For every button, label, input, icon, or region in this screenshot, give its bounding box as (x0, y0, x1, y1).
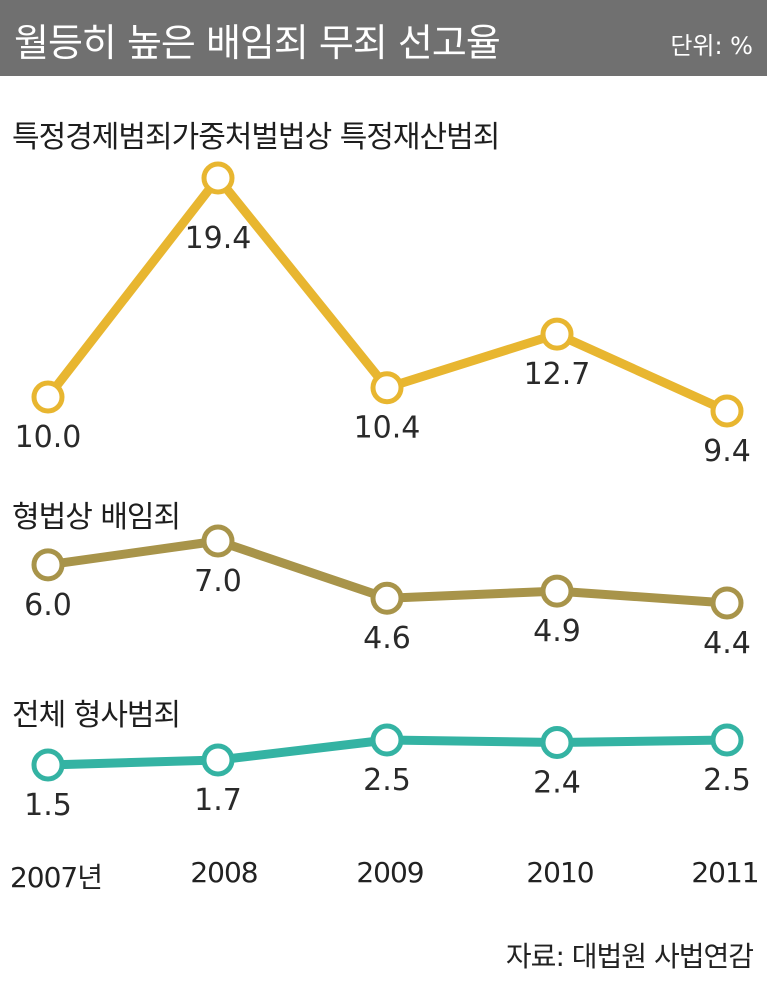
series-title-special-property-crimes: 특정경제범죄가중처벌법상 특정재산범죄 (12, 120, 500, 155)
data-label-all-1: 1.7 (194, 783, 242, 818)
data-point-breach-0 (31, 548, 65, 582)
data-point-all-2 (370, 723, 404, 757)
data-label-special-0: 10.0 (15, 420, 82, 455)
data-point-breach-1 (201, 524, 235, 558)
data-label-all-0: 1.5 (24, 788, 72, 823)
data-label-special-4: 9.4 (703, 434, 751, 469)
chart-title: 월등히 높은 배임죄 무죄 선고율 (14, 21, 501, 65)
unit-label: 단위: % (670, 32, 753, 60)
data-label-breach-4: 4.4 (703, 626, 751, 661)
data-label-breach-2: 4.6 (363, 621, 411, 656)
data-label-breach-3: 4.9 (533, 614, 581, 649)
series-title-breach-of-trust: 형법상 배임죄 (12, 500, 181, 535)
data-label-all-3: 2.4 (533, 766, 581, 801)
data-point-all-3 (540, 726, 574, 759)
data-label-all-2: 2.5 (363, 763, 411, 798)
series-title-all-criminal: 전체 형사범죄 (12, 698, 181, 733)
data-label-special-1: 19.4 (185, 221, 252, 256)
data-label-breach-0: 6.0 (24, 588, 72, 623)
source-note: 자료: 대법원 사법연감 (505, 940, 754, 973)
data-point-breach-4 (710, 586, 744, 620)
data-point-breach-3 (540, 574, 574, 608)
data-label-special-2: 10.4 (354, 411, 421, 446)
data-point-special-0 (31, 380, 65, 414)
data-point-special-2 (370, 371, 404, 405)
data-label-all-4: 2.5 (703, 763, 751, 798)
x-tick-label-2011: 2011 (691, 856, 759, 889)
chart-header: 월등히 높은 배임죄 무죄 선고율 단위: % (0, 0, 767, 76)
x-tick-label-2009: 2009 (356, 856, 424, 889)
x-tick-label-2008: 2008 (190, 856, 258, 889)
data-point-all-1 (201, 743, 235, 777)
data-point-special-3 (540, 317, 574, 351)
x-tick-label-2007: 2007년 (9, 861, 103, 894)
x-tick-label-2010: 2010 (526, 856, 594, 889)
data-point-all-4 (710, 723, 744, 757)
data-point-special-1 (201, 161, 235, 195)
data-label-breach-1: 7.0 (194, 564, 242, 599)
data-label-special-3: 12.7 (524, 357, 591, 392)
data-point-breach-2 (370, 581, 404, 615)
data-point-all-0 (31, 748, 65, 782)
data-point-special-4 (710, 394, 744, 428)
